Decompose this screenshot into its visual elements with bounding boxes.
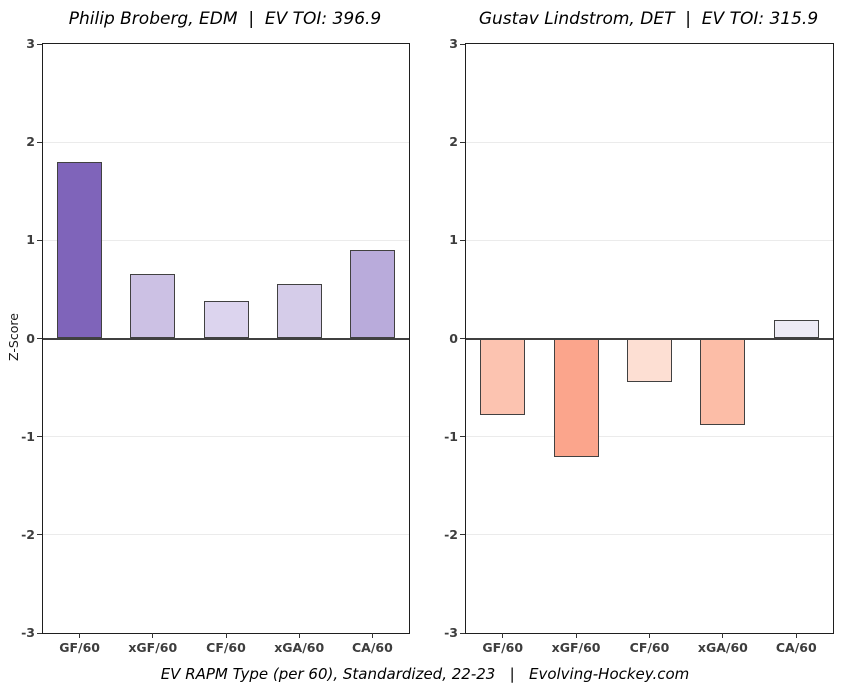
x-tick-label-cf60: CF/60 [629,640,670,655]
bar-cf60 [203,301,249,339]
x-tick-label-gf60: GF/60 [482,640,524,655]
gridline-2 [43,141,409,143]
bar-gf60 [480,338,526,416]
bar-xgf60 [130,273,176,339]
x-tick-label-xga60: xGA/60 [274,640,325,655]
x-tick-gf60 [502,633,504,638]
x-tick-label-xgf60: xGF/60 [551,640,601,655]
bar-xga60 [276,283,322,339]
y-tick-label--3: -3 [444,625,458,640]
x-tick-label-ca60: CA/60 [775,640,817,655]
y-tick-0 [37,338,42,339]
gridline--1 [466,436,833,438]
x-tick-cf60 [225,633,227,638]
y-tick-label-0: 0 [26,330,35,346]
y-tick-1 [37,239,42,241]
x-tick-label-ca60: CA/60 [351,640,393,655]
zero-line [466,337,833,340]
bar-ca60 [773,319,819,339]
x-tick-gf60 [79,633,81,638]
gridline--1 [43,436,409,438]
figure-caption: EV RAPM Type (per 60), Standardized, 22-… [160,665,690,683]
bar-xga60 [700,338,746,425]
bar-ca60 [349,250,395,339]
y-tick--1 [460,436,465,438]
gridline-1 [466,239,833,241]
x-tick-cf60 [649,633,650,638]
y-tick-2 [460,141,465,143]
y-tick-label-3: 3 [449,36,458,51]
left-panel-plot: 3 2 1 0 -1 -2 -3 GF/60 xGF/60 CF/60 xGA/60 CA/60 [21,37,410,655]
gridline--2 [43,534,409,536]
x-tick-ca60 [371,633,373,638]
x-tick-xgf60 [575,633,577,638]
y-tick-label-2: 2 [449,134,458,150]
y-tick--3 [460,632,465,634]
bar-xgf60 [553,338,599,458]
bar-cf60 [627,338,672,382]
y-tick-0 [460,338,465,339]
y-tick-label-1: 1 [449,232,458,248]
y-tick-3 [37,43,42,45]
y-tick-label--2: -2 [444,526,458,542]
y-tick--1 [37,436,42,438]
y-tick-2 [37,141,42,143]
gridline-1 [43,239,409,241]
x-tick-label-gf60: GF/60 [59,640,100,655]
x-tick-label-cf60: CF/60 [206,640,246,655]
y-tick-label-1: 1 [26,232,35,248]
x-tick-label-xga60: xGA/60 [697,640,748,655]
y-tick-label--1: -1 [444,428,458,444]
x-tick-xga60 [722,633,724,638]
y-tick-label--3: -3 [21,625,35,640]
y-tick--2 [460,534,465,536]
x-tick-xga60 [298,633,300,638]
x-tick-xgf60 [152,633,154,638]
right-panel-title: Gustav Lindstrom, DET | EV TOI: 315.9 [478,9,819,29]
y-tick--3 [37,632,42,634]
right-panel-plot: 3 2 1 0 -1 -2 -3 GF/60 xGF/60 CF/60 xGA/60 CA/60 [444,37,834,655]
y-tick-1 [460,239,465,241]
y-tick-label-3: 3 [26,36,35,51]
y-tick--2 [37,534,42,536]
y-tick-label--2: -2 [21,526,35,542]
x-tick-ca60 [795,633,797,638]
y-tick-label--1: -1 [21,428,35,444]
y-tick-3 [460,43,465,45]
y-tick-label-2: 2 [26,134,35,150]
bar-gf60 [57,161,103,339]
left-panel-title: Philip Broberg, EDM | EV TOI: 396.9 [68,9,382,29]
gridline--2 [466,534,833,536]
y-tick-label-0: 0 [449,330,458,346]
gridline-2 [466,141,833,143]
zero-line [43,337,409,340]
x-tick-label-xgf60: xGF/60 [128,640,178,655]
